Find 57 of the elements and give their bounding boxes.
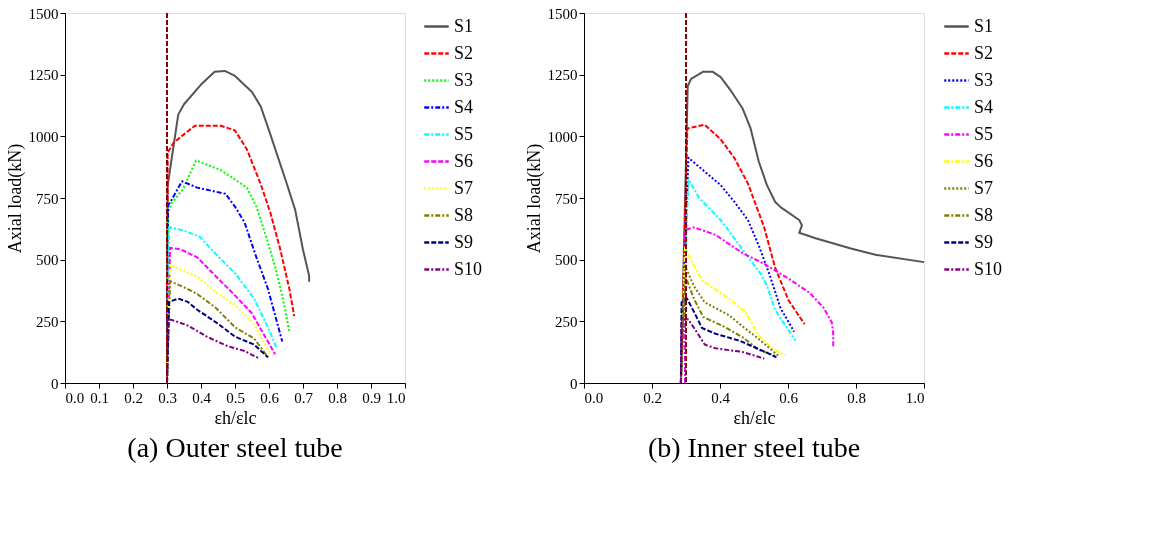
x-tick-label: 0.0 <box>584 389 604 406</box>
x-tick-label: 0.4 <box>192 389 212 406</box>
x-tick-label: 0.8 <box>328 389 347 406</box>
x-tick-label: 0.6 <box>779 389 799 406</box>
legend-label: S2 <box>454 42 474 63</box>
legend-label: S5 <box>974 123 994 144</box>
y-tick-label: 1000 <box>547 128 578 145</box>
x-axis-title: εh/εlc <box>733 407 776 428</box>
legend-label: S3 <box>454 69 474 90</box>
y-tick-label: 250 <box>555 313 578 330</box>
legend-label: S8 <box>454 204 474 225</box>
legend-label: S8 <box>974 204 994 225</box>
legend-label: S7 <box>454 177 474 198</box>
legend-label: S1 <box>454 15 474 36</box>
legend-label: S6 <box>454 150 474 171</box>
y-tick-label: 1000 <box>28 128 59 145</box>
y-tick-label: 1500 <box>547 5 578 22</box>
y-axis-title: Axial load(kN) <box>4 143 26 254</box>
y-tick-label: 1250 <box>547 67 578 84</box>
legend-label: S4 <box>454 96 474 117</box>
x-tick-label: 0.1 <box>90 389 109 406</box>
x-tick-label: 0.9 <box>362 389 381 406</box>
legend-label: S6 <box>974 150 994 171</box>
y-tick-label: 1250 <box>28 67 59 84</box>
legend-label: S5 <box>454 123 474 144</box>
y-tick-label: 250 <box>36 313 59 330</box>
y-tick-label: 750 <box>555 190 578 207</box>
x-tick-label: 0.5 <box>226 389 245 406</box>
x-tick-label: 0.4 <box>711 389 731 406</box>
legend-label: S2 <box>974 42 994 63</box>
y-axis-title: Axial load(kN) <box>523 143 545 254</box>
x-tick-label: 1.0 <box>386 389 406 406</box>
x-axis-title: εh/εlc <box>214 407 257 428</box>
x-tick-label: 0.2 <box>643 389 662 406</box>
y-tick-label: 0 <box>51 375 59 392</box>
text: (b) Inner steel tube <box>647 432 861 463</box>
legend-label: S9 <box>974 231 994 252</box>
x-tick-label: 0.0 <box>65 389 85 406</box>
y-tick-label: 750 <box>36 190 59 207</box>
y-tick-label: 1500 <box>28 5 59 22</box>
x-tick-label: 0.2 <box>124 389 143 406</box>
legend-label: S3 <box>974 69 994 90</box>
x-tick-label: 0.3 <box>158 389 177 406</box>
y-tick-label: 0 <box>570 375 578 392</box>
legend-label: S10 <box>974 258 1003 279</box>
legend-label: S9 <box>454 231 474 252</box>
legend-label: S10 <box>454 258 483 279</box>
legend-label: S1 <box>974 15 994 36</box>
legend-label: S7 <box>974 177 994 198</box>
text: (a) Outer steel tube <box>127 432 343 463</box>
y-tick-label: 500 <box>36 252 59 269</box>
x-tick-label: 0.6 <box>260 389 280 406</box>
x-tick-label: 1.0 <box>905 389 925 406</box>
x-tick-label: 0.8 <box>847 389 866 406</box>
x-tick-label: 0.7 <box>294 389 314 406</box>
y-tick-label: 500 <box>555 252 578 269</box>
legend-label: S4 <box>974 96 994 117</box>
